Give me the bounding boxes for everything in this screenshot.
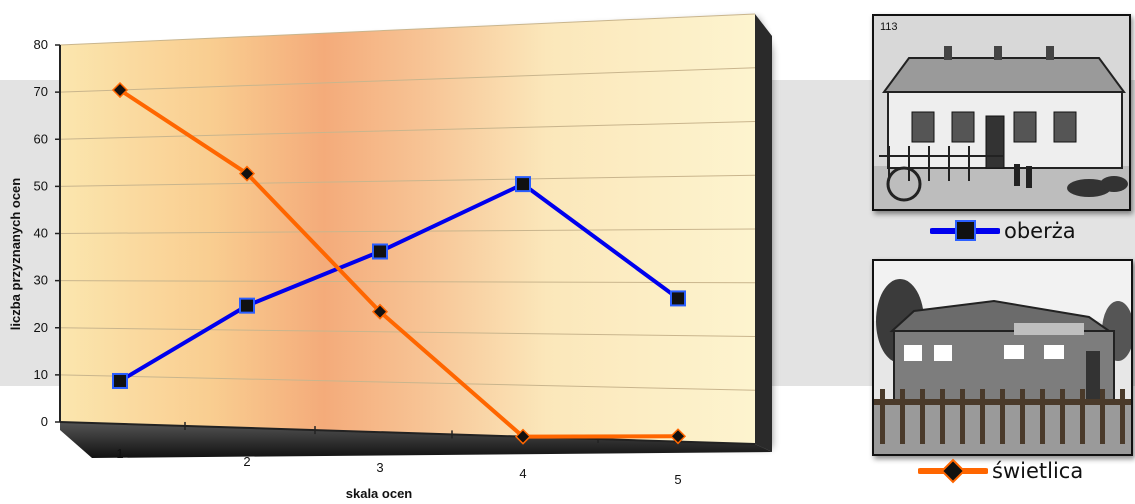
data-point-oberza-3 [372,243,388,260]
x-tick-label-4: 4 [519,466,526,481]
x-tick-label-2: 2 [243,454,250,469]
y-axis: 0 10 20 30 40 50 60 70 80 [34,37,61,429]
x-axis-title: skala ocen [346,486,413,501]
community-hall-photo [872,259,1133,456]
gridline-80 [59,13,756,46]
legend-swatch-swietlica [918,458,988,484]
gridline-0 [59,421,756,445]
data-point-oberza-4 [515,176,531,193]
gridline-50 [59,174,756,187]
y-tick-label-10: 10 [34,367,48,382]
y-tick-label-40: 40 [34,226,48,241]
inn-photo-caption: 113 [880,21,898,33]
data-point-swietlica-2 [238,165,256,182]
gridline-10 [59,374,756,391]
legend-label-oberza: oberża [1004,219,1076,243]
series-layer [111,81,687,445]
gridline-30 [59,280,756,284]
y-tick-label-60: 60 [34,131,48,146]
data-point-swietlica-5 [669,428,687,445]
legend-swatch-oberza [930,220,1000,241]
inn-photo: 113 [872,14,1131,211]
gridline-60 [59,121,756,140]
x-tick-label-5: 5 [674,472,681,487]
y-tick-label-70: 70 [34,84,48,99]
y-tick-label-20: 20 [34,320,48,335]
gridline-20 [59,327,756,337]
y-axis-title: liczba przyznanych ocen [8,178,23,330]
data-point-oberza-2 [239,297,255,314]
y-tick-label-30: 30 [34,273,48,288]
data-point-swietlica-1 [111,81,129,99]
chart-plot-area [60,14,755,444]
data-point-swietlica-4 [514,428,532,445]
gridline-70 [59,67,756,93]
y-tick-label-50: 50 [34,178,48,193]
gridline-40 [59,228,756,234]
legend-item-swietlica: świetlica [918,458,1083,484]
community-hall-illustration [874,261,1131,454]
y-tick-label-80: 80 [34,37,48,52]
inn-illustration: 113 [874,16,1129,209]
chart-floor [60,422,772,458]
x-tick-label-1: 1 [116,446,123,461]
data-point-oberza-1 [112,372,128,389]
data-point-swietlica-3 [371,303,389,320]
gridlines [59,13,756,445]
data-point-oberza-5 [670,290,686,307]
chart-wall-side [755,14,772,452]
y-tick-label-0: 0 [41,414,48,429]
legend-label-swietlica: świetlica [992,459,1084,483]
x-tick-label-3: 3 [376,460,383,475]
legend-item-oberza: oberża [930,218,1076,244]
